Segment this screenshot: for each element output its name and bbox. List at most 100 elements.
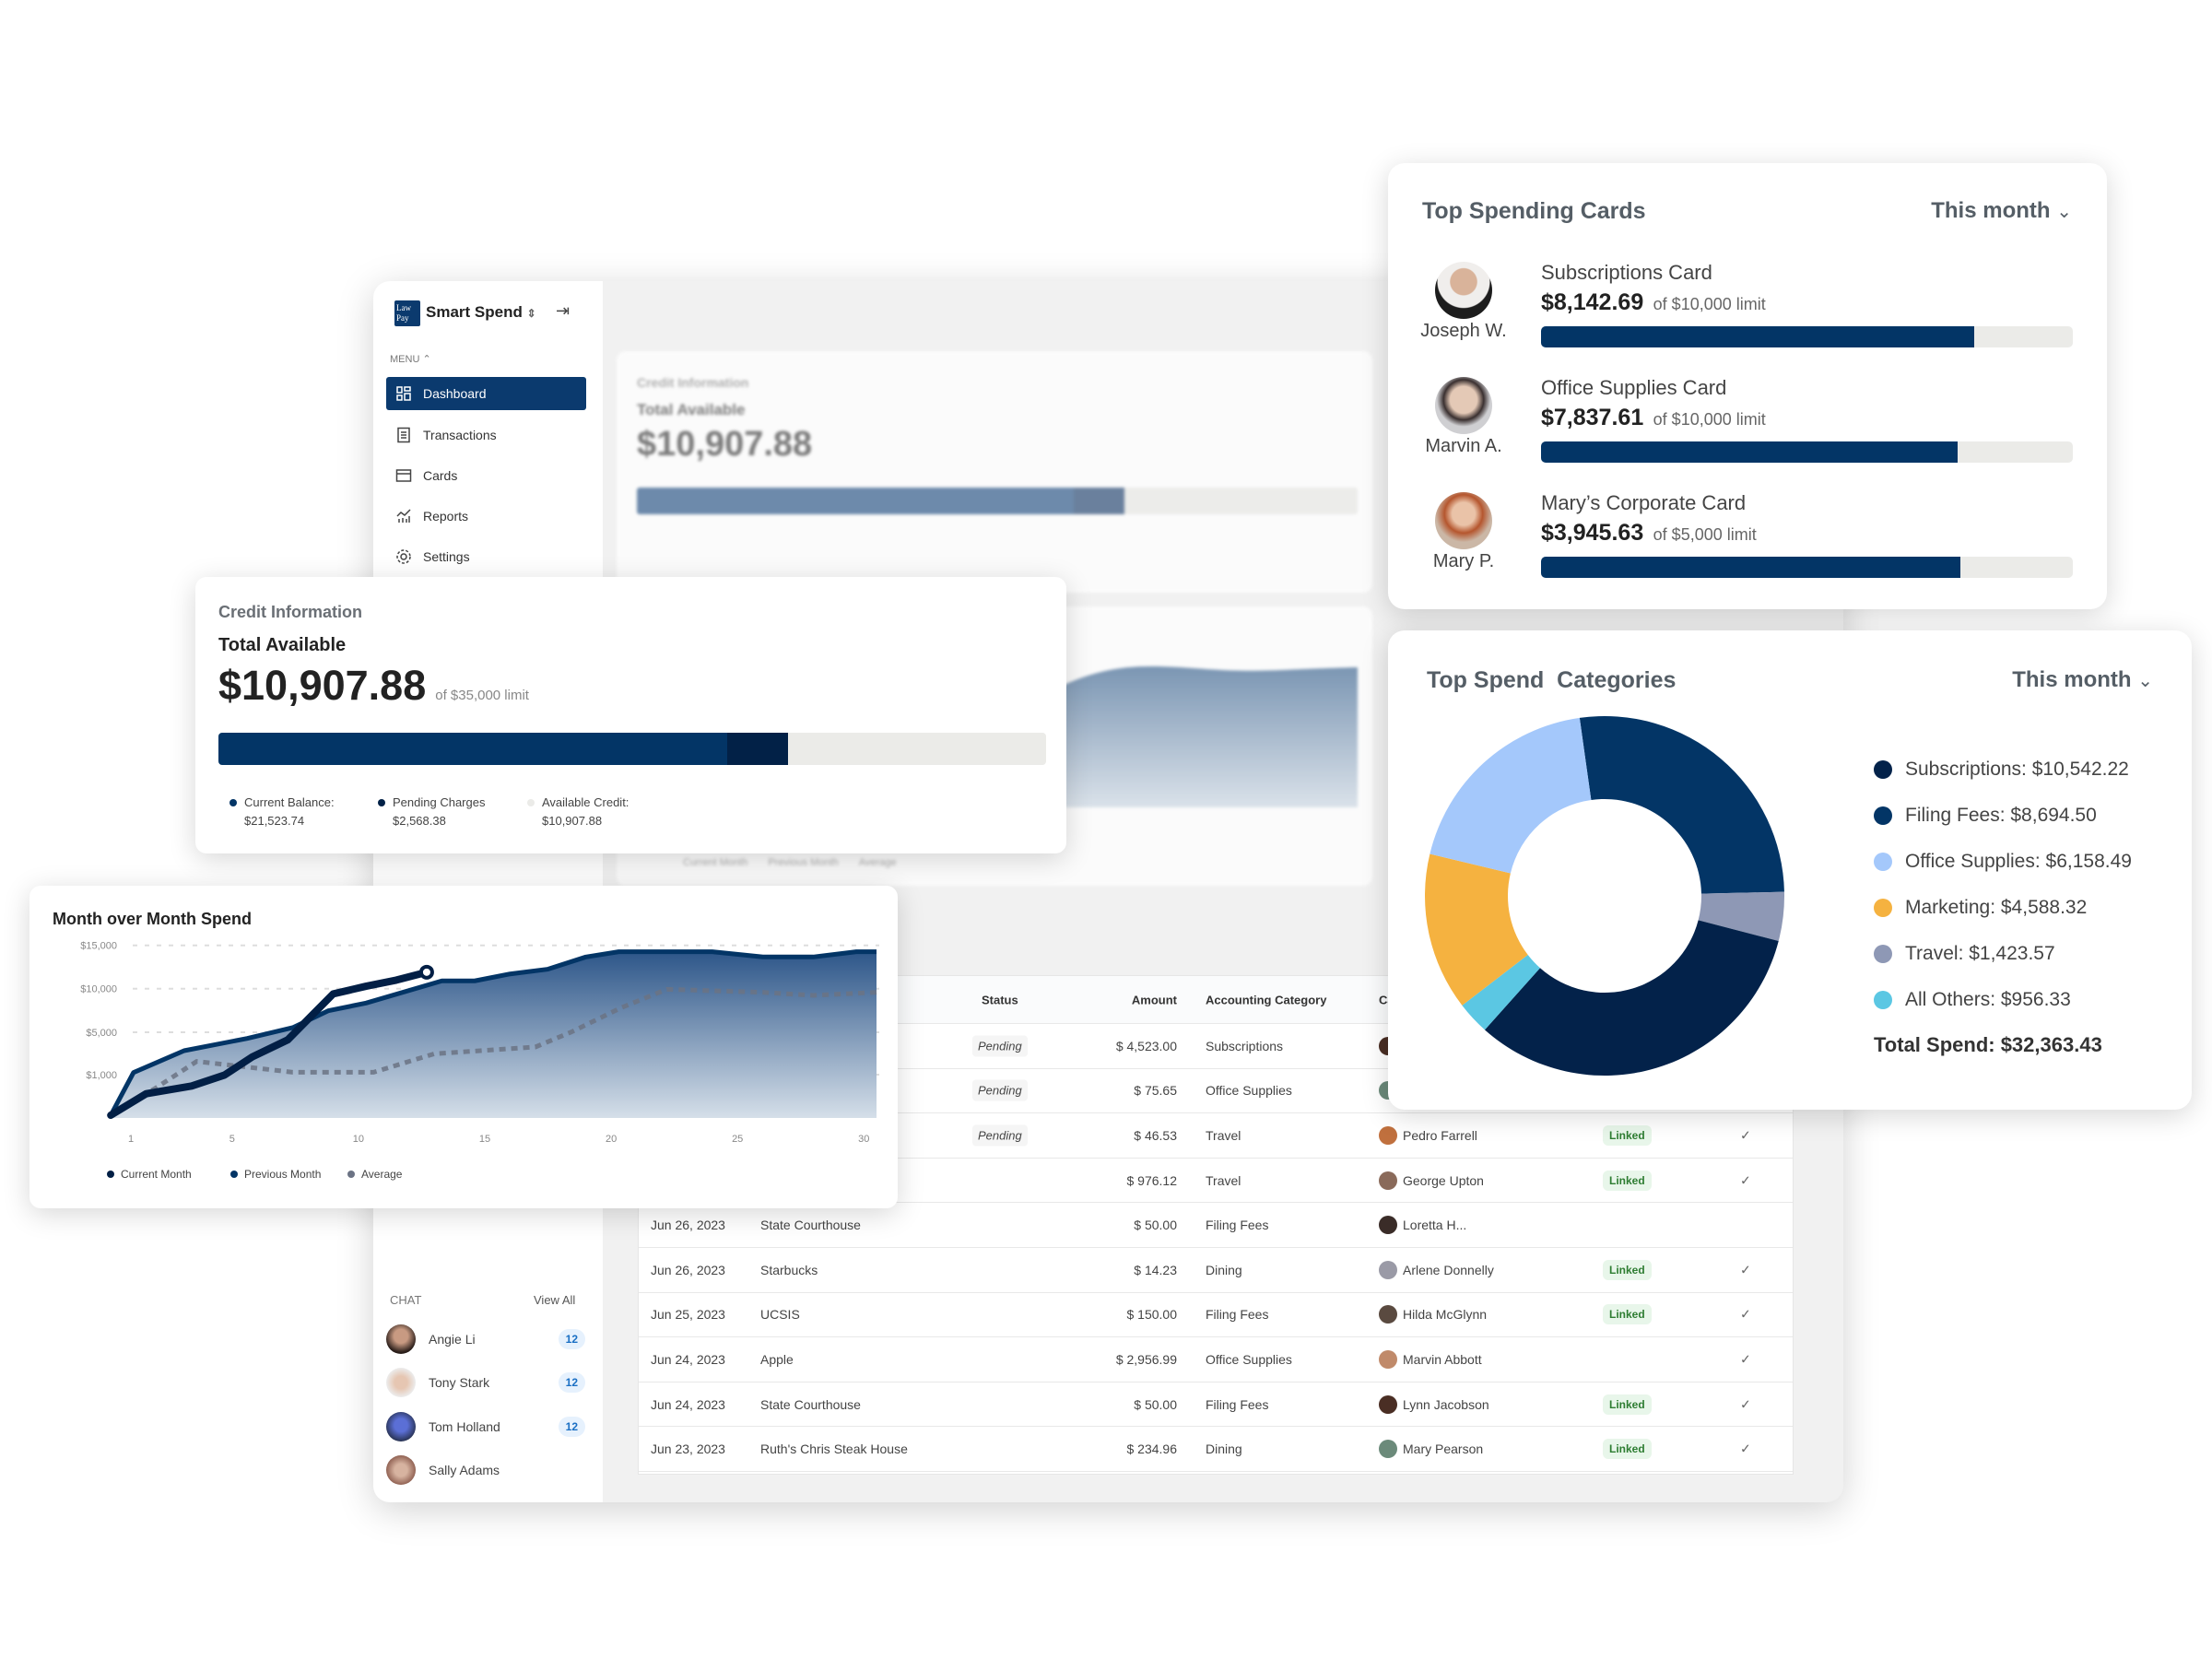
linked-badge: Linked	[1603, 1259, 1652, 1280]
spending-card-row[interactable]: Joseph W. Subscriptions Card $8,142.69 o…	[1388, 163, 2107, 347]
merchant-cell: Starbucks	[760, 1262, 818, 1277]
donut-slice-marketing[interactable]	[1425, 853, 1528, 1006]
avatar	[1379, 1171, 1397, 1190]
total-label: Total Available	[637, 401, 746, 418]
donut-slice-subscriptions[interactable]	[1484, 920, 1779, 1076]
column-header-category[interactable]: Accounting Category	[1206, 993, 1327, 1006]
table-row[interactable]: Jun 23, 2023 Ruth's Chris Steak House $ 2…	[639, 1427, 1793, 1472]
donut-slice-office-supplies[interactable]	[1430, 717, 1592, 874]
legend-label: Previous Month	[244, 1168, 321, 1181]
cardholder-cell: Mary Pearson	[1403, 1441, 1484, 1457]
amount-cell: $ 75.65	[1134, 1083, 1177, 1099]
sidebar-item-label: Transactions	[423, 428, 497, 442]
chevron-up-icon: ⌃	[422, 354, 431, 365]
table-row[interactable]: $ 976.12 Travel George Upton Linked ✓	[639, 1159, 1793, 1204]
spending-card-row[interactable]: Mary P. Mary’s Corporate Card $3,945.63 …	[1388, 394, 2107, 578]
chat-item[interactable]: Angie Li 12	[386, 1321, 589, 1358]
period-dropdown[interactable]: This month ⌄	[1931, 198, 2072, 224]
date-cell: Jun 26, 2023	[651, 1218, 725, 1233]
table-row[interactable]: Jun 24, 2023 Apple $ 2,956.99 Office Supp…	[639, 1337, 1793, 1382]
cardholder-cell: Arlene Donnelly	[1403, 1262, 1494, 1277]
card-icon	[395, 469, 412, 482]
table-row[interactable]: Jun 24, 2023 State Courthouse $ 50.00 Fil…	[639, 1382, 1793, 1428]
chat-name: Sally Adams	[429, 1463, 500, 1477]
chat-view-all-link[interactable]: View All	[534, 1293, 576, 1307]
cardholder-name: Joseph W.	[1420, 321, 1507, 341]
sidebar-item-settings[interactable]: Settings	[386, 540, 586, 573]
linked-badge: Linked	[1603, 1304, 1652, 1325]
legend-value: $2,568.38	[393, 814, 446, 828]
chat-item[interactable]: Tom Holland 12	[386, 1408, 589, 1445]
table-row[interactable]: Jun 26, 2023 State Courthouse $ 50.00 Fil…	[639, 1203, 1793, 1248]
merchant-cell: UCSIS	[760, 1307, 800, 1323]
card-usage-fill	[1541, 441, 1959, 463]
legend-label: Available Credit:	[542, 795, 629, 809]
donut-slice-filing-fees[interactable]	[1579, 716, 1784, 894]
sidebar-item-dashboard[interactable]: Dashboard	[386, 377, 586, 410]
chat-item[interactable]: Sally Adams	[386, 1452, 589, 1488]
merchant-cell: Apple	[760, 1351, 794, 1367]
date-cell: Jun 23, 2023	[651, 1441, 725, 1457]
pending-charges-fill	[727, 733, 789, 765]
legend-label: Pending Charges	[393, 795, 486, 809]
avatar	[1379, 1305, 1397, 1324]
menu-section-toggle[interactable]: MENU ⌃	[390, 353, 431, 365]
panel-title: Top Spend Categories	[1427, 667, 1677, 693]
donut-slice-all-others[interactable]	[1462, 954, 1540, 1030]
status-badge: Pending	[972, 1124, 1028, 1147]
dashboard-icon	[396, 386, 411, 401]
category-cell: Travel	[1206, 1127, 1241, 1143]
app-name: Smart Spend	[426, 303, 523, 321]
cardholder-cell: Hilda McGlynn	[1403, 1307, 1488, 1323]
spending-card-row[interactable]: Marvin A. Office Supplies Card $7,837.61…	[1388, 278, 2107, 463]
linked-badge: Linked	[1603, 1124, 1652, 1146]
sidebar-item-label: Reports	[423, 509, 469, 524]
current-balance-fill	[218, 733, 728, 765]
card-usage-bar	[1541, 557, 2073, 578]
chat-item[interactable]: Tony Stark 12	[386, 1364, 589, 1401]
avatar	[1379, 1125, 1397, 1145]
sidebar-item-cards[interactable]: Cards	[386, 459, 586, 492]
donut-slice-travel[interactable]	[1698, 891, 1784, 941]
linked-badge: Linked	[1603, 1394, 1652, 1415]
unread-badge: 12	[558, 1372, 585, 1393]
check-icon: ✓	[1740, 1127, 1751, 1143]
legend-dot	[1874, 760, 1892, 779]
cardholder-cell: George Upton	[1403, 1172, 1484, 1188]
table-row[interactable]: Pending $ 46.53 Travel Pedro Farrell Linke…	[639, 1113, 1793, 1159]
period-label: This month	[2012, 667, 2132, 692]
column-header-status[interactable]: Status	[982, 993, 1018, 1006]
total-label: Total Available	[218, 635, 347, 655]
merchant-cell: State Courthouse	[760, 1218, 861, 1233]
credit-bar	[637, 488, 1358, 514]
avatar	[386, 1455, 416, 1485]
y-tick-label: $10,000	[80, 984, 117, 995]
credit-usage-bar	[218, 733, 1046, 765]
period-dropdown[interactable]: This month ⌄	[2012, 667, 2153, 693]
background-credit-card: Credit Information Total Available $10,9…	[617, 351, 1372, 593]
category-cell: Office Supplies	[1206, 1351, 1292, 1367]
legend-item: Previous Month	[768, 857, 839, 868]
limit-text: of $35,000 limit	[435, 688, 529, 703]
x-tick-label: 20	[606, 1134, 617, 1145]
chat-section-label: CHAT	[390, 1293, 422, 1307]
reports-icon	[396, 509, 411, 523]
table-row[interactable]: Jun 25, 2023 UCSIS $ 150.00 Filing Fees H…	[639, 1293, 1793, 1338]
donut-legend-item: Subscriptions: $10,542.22	[1874, 758, 2129, 782]
table-row[interactable]: Pending $ 4,523.00 Subscriptions	[639, 1024, 1793, 1069]
app-switcher[interactable]: Smart Spend ⇕	[426, 303, 536, 322]
avatar	[1435, 262, 1492, 319]
category-cell: Travel	[1206, 1172, 1241, 1188]
legend-item: Average	[858, 857, 897, 868]
column-header-amount[interactable]: Amount	[1131, 993, 1177, 1006]
sidebar-item-transactions[interactable]: Transactions	[386, 418, 586, 452]
legend-dot	[347, 1171, 355, 1178]
card-spend-amount: $3,945.63	[1541, 520, 1644, 546]
legend-dot	[1874, 899, 1892, 917]
table-row[interactable]: Jun 26, 2023 Starbucks $ 14.23 Dining Arl…	[639, 1248, 1793, 1293]
amount-cell: $ 4,523.00	[1115, 1038, 1177, 1053]
table-row[interactable]: Pending $ 75.65 Office Supplies	[639, 1069, 1793, 1114]
sidebar-item-reports[interactable]: Reports	[386, 500, 586, 533]
donut-legend-item: Travel: $1,423.57	[1874, 942, 2055, 966]
collapse-sidebar-icon[interactable]: ⇥	[556, 301, 571, 320]
